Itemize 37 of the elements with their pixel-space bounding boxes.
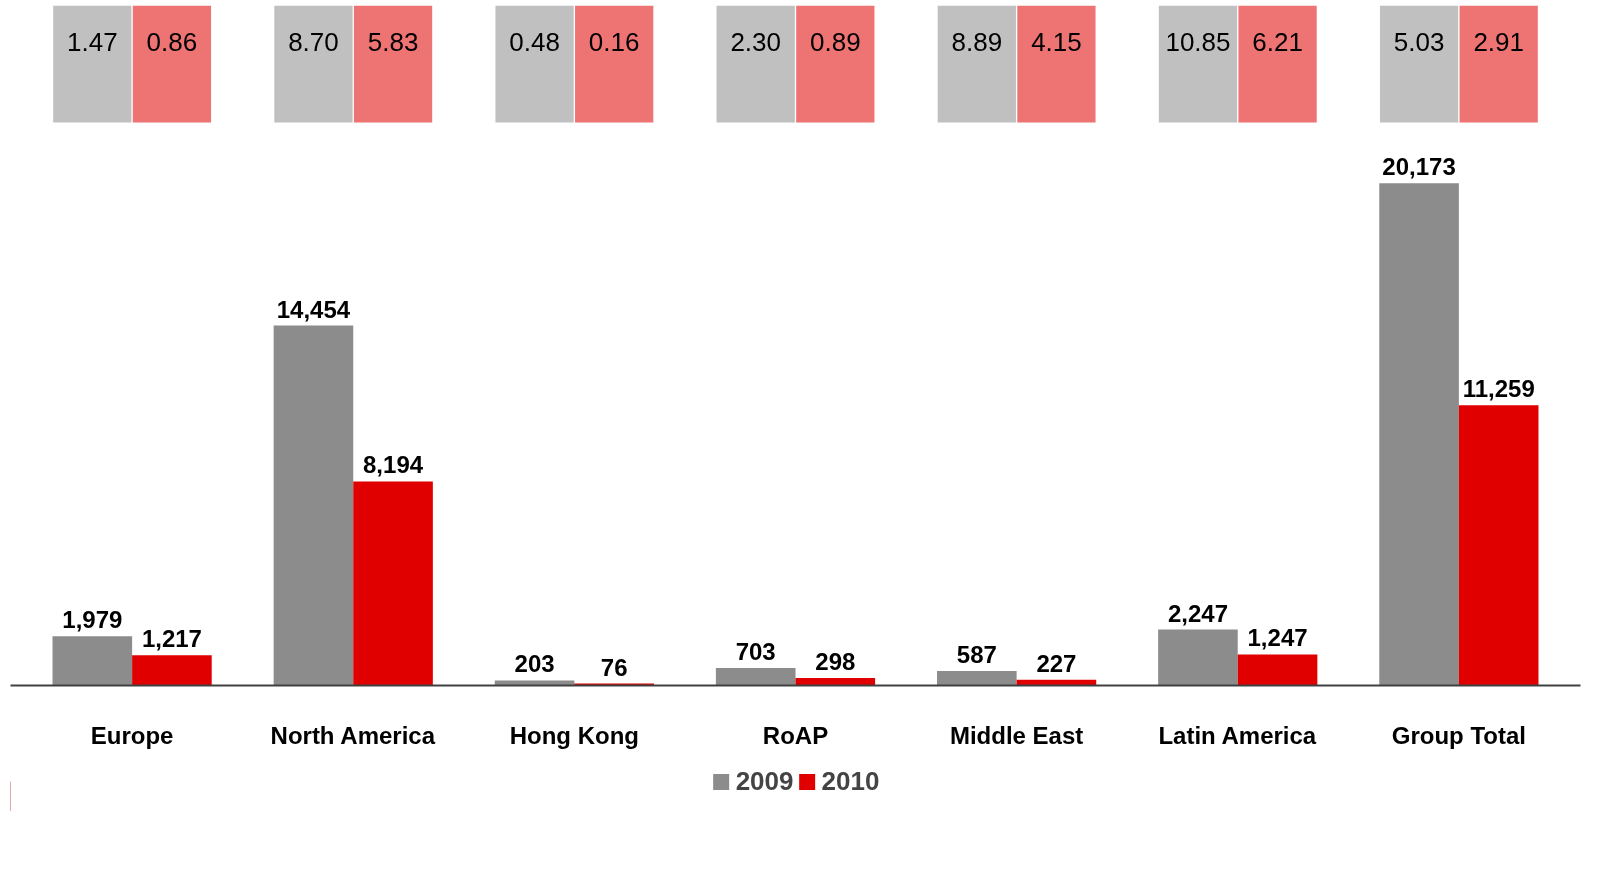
data-label: 298 [815,648,856,676]
x-tick-label: Europe [90,721,174,749]
text: 5.83 [367,26,419,57]
text: 10.85 [1165,26,1231,57]
data-label: 76 [600,653,628,681]
text: 6.21 [1252,26,1303,57]
text: 0.16 [588,26,640,57]
data-label: 1,247 [1247,624,1308,652]
data-label: 11,259 [1462,375,1535,403]
x-tick-label: Hong Kong [509,721,640,749]
text: 0.48 [509,26,560,57]
data-label: 14,454 [276,295,351,323]
text: 0.89 [810,26,861,57]
data-label: 587 [956,640,997,668]
x-tick-label: RoAP [762,721,829,749]
data-label: 20,173 [1382,153,1456,181]
data-label: 2,247 [1167,599,1228,627]
x-tick-label: Latin America [1158,721,1317,749]
text: 4.15 [1031,26,1082,57]
data-label: 203 [514,650,555,678]
text: 1.47 [67,26,118,57]
data-label: 1,217 [141,625,202,653]
text: 2.91 [1473,26,1524,57]
text: 8.89 [951,26,1003,57]
data-label: 227 [1036,649,1077,677]
text: 0.86 [146,26,198,57]
data-label: 703 [735,637,776,665]
x-tick-label: Group Total [1391,721,1526,749]
text: 2.30 [730,26,781,57]
legend-label: 2009 [735,765,794,797]
legend-label: 2010 [821,765,880,797]
text: 8.70 [288,26,339,57]
data-label: 8,194 [363,451,424,479]
x-tick-label: Middle East [949,721,1084,749]
text: 5.03 [1393,26,1445,57]
data-label: 1,979 [62,606,123,634]
x-tick-label: North America [270,721,436,749]
